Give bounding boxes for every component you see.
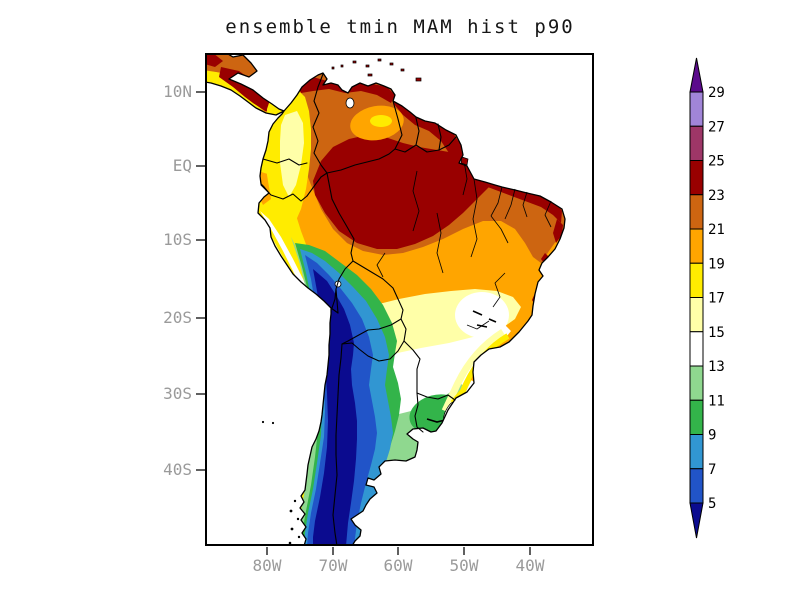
- colorbar-label-21: 21: [708, 222, 725, 238]
- colorbar-cell-19-21: [689, 228, 704, 264]
- colorbar-label-9: 9: [708, 428, 716, 444]
- colorbar-label-29: 29: [708, 85, 725, 101]
- islands: [331, 58, 469, 166]
- lon-tick-label-50W: 50W: [449, 556, 479, 575]
- lat-tick-mark: [196, 393, 205, 395]
- fjord-dots: [261, 420, 301, 545]
- colorbar-label-19: 19: [708, 256, 725, 272]
- lat-tick-mark: [196, 91, 205, 93]
- lon-tick-label-70W: 70W: [318, 556, 348, 575]
- band-pale-colombia: [280, 111, 304, 197]
- colorbar-arrow-below: [689, 502, 704, 539]
- colorbar: 29 27 25 23 21 19 17 15 13 11 9 7 5: [689, 57, 725, 539]
- lat-tick-label-20S: 20S: [163, 308, 192, 327]
- lat-tick-mark: [196, 469, 205, 471]
- colorbar-label-17: 17: [708, 291, 725, 307]
- colorbar-cell-13-15: [689, 331, 704, 367]
- colorbar-cell-5-7: [689, 468, 704, 504]
- lon-tick-label-40W: 40W: [515, 556, 545, 575]
- lat-tick-label-EQ: EQ: [172, 156, 192, 175]
- lake-squiggles: [426, 310, 497, 423]
- lon-tick-mark: [529, 547, 531, 555]
- colorbar-label-7: 7: [708, 462, 716, 478]
- country-borders: [260, 73, 457, 546]
- colorbar-label-13: 13: [708, 359, 725, 375]
- sliver-pale-secoast: [441, 329, 505, 413]
- colorbar-cell-7-9: [689, 434, 704, 470]
- state-borders: [376, 160, 552, 330]
- colorbar-label-23: 23: [708, 188, 725, 204]
- lon-tick-mark: [332, 547, 334, 555]
- colorbar-arrow-above: [689, 57, 704, 93]
- lat-tick-label-10S: 10S: [163, 230, 192, 249]
- colorbar-cell-11-13: [689, 365, 704, 401]
- lon-tick-mark: [397, 547, 399, 555]
- lat-tick-label-40S: 40S: [163, 460, 192, 479]
- colorbar-cell-25-27: [689, 125, 704, 161]
- map-frame: [205, 53, 594, 546]
- lon-tick-label-60W: 60W: [383, 556, 413, 575]
- colorbar-cell-23-25: [689, 160, 704, 196]
- lat-tick-label-10N: 10N: [163, 82, 192, 101]
- lat-tick-mark: [196, 239, 205, 241]
- colorbar-cell-9-11: [689, 399, 704, 435]
- lat-tick-mark: [196, 317, 205, 319]
- lake-maracaibo: [345, 97, 355, 109]
- colorbar-label-25: 25: [708, 154, 725, 170]
- colorbar-label-27: 27: [708, 119, 725, 135]
- colorbar-cell-15-17: [689, 297, 704, 333]
- colorbar-label-15: 15: [708, 325, 725, 341]
- patch-yellow-venezuela: [370, 115, 392, 127]
- colorbar-cell-21-23: [689, 194, 704, 230]
- lon-tick-label-80W: 80W: [252, 556, 282, 575]
- colorbar-label-5: 5: [708, 496, 716, 512]
- colorbar-label-11: 11: [708, 393, 725, 409]
- colorbar-cell-27-29: [689, 91, 704, 127]
- colorbar-cell-17-19: [689, 262, 704, 298]
- plot-title: ensemble tmin MAM hist p90: [225, 16, 575, 38]
- south-america-map: [205, 53, 594, 546]
- lat-tick-label-30S: 30S: [163, 384, 192, 403]
- lat-tick-mark: [196, 165, 205, 167]
- lon-tick-mark: [266, 547, 268, 555]
- lon-tick-mark: [463, 547, 465, 555]
